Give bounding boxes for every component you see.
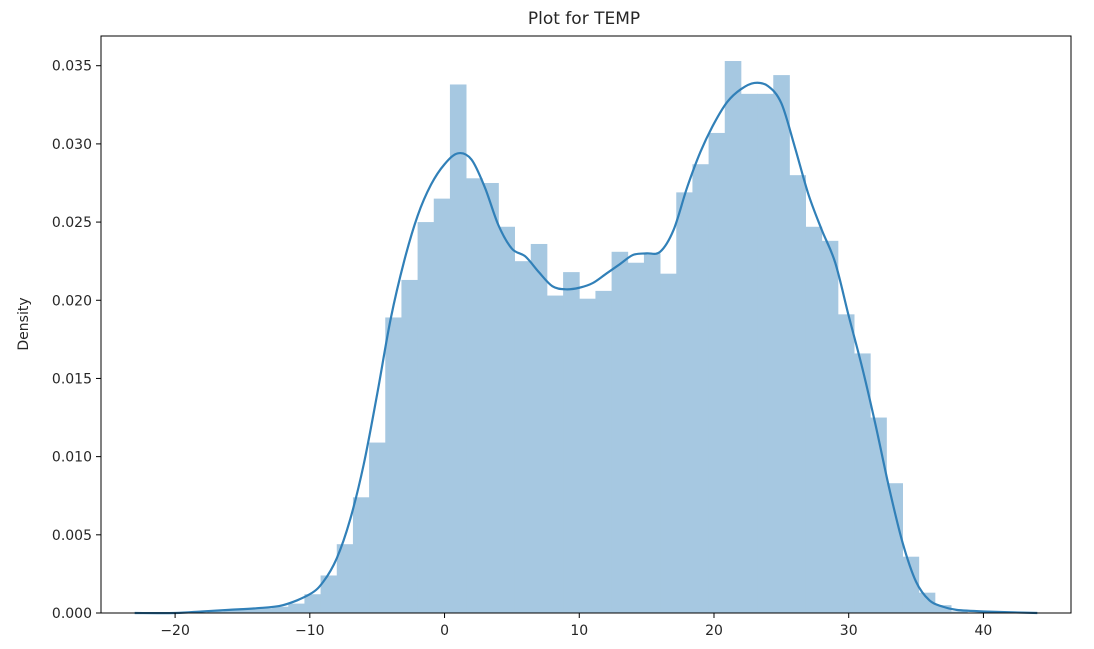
- kde-line: [134, 81, 1038, 615]
- histogram-bar: [789, 175, 806, 613]
- histogram-bar: [304, 594, 321, 613]
- x-tick-label: −20: [160, 623, 190, 639]
- histogram-bar: [207, 611, 224, 613]
- histogram-bar: [854, 353, 871, 613]
- histogram-bar: [918, 592, 936, 613]
- histogram-bar: [239, 608, 257, 613]
- histogram-bar: [660, 273, 677, 613]
- histogram-bar: [627, 262, 645, 613]
- histogram-bar: [886, 483, 903, 613]
- histogram-bar: [676, 192, 693, 613]
- histogram-bar: [255, 608, 273, 613]
- histogram-bar: [724, 61, 742, 613]
- histogram-bar: [320, 575, 338, 613]
- histogram-bar: [288, 603, 305, 613]
- histogram-bar: [514, 261, 532, 613]
- x-tick-label: 0: [440, 623, 449, 639]
- histogram-bar: [563, 272, 580, 613]
- y-axis-ticks: 0.000 0.005 0.010 0.015 0.020 0.025 0.030 0.035: [52, 59, 101, 622]
- chart-title: Plot for TEMP: [528, 9, 640, 29]
- histogram-bar: [643, 253, 661, 614]
- axes-frame: [100, 35, 1072, 614]
- x-tick-label: 30: [840, 623, 858, 639]
- y-tick-label: 0.010: [52, 450, 92, 466]
- y-tick-label: 0.035: [52, 59, 92, 75]
- histogram-bar: [708, 132, 726, 613]
- histogram-bar: [837, 314, 855, 613]
- x-tick-label: 40: [975, 623, 993, 639]
- x-tick-label: −10: [295, 623, 325, 639]
- x-tick-label: 10: [570, 623, 588, 639]
- histogram-bar: [498, 226, 515, 613]
- histogram-bar: [611, 251, 629, 613]
- histogram-bar: [417, 222, 435, 613]
- histogram-bar: [870, 417, 887, 613]
- histogram-bar: [385, 317, 402, 613]
- x-axis-ticks: −20 −10 0 10 20 30 40: [160, 613, 992, 639]
- histogram-bar: [449, 84, 467, 614]
- histogram-bar: [821, 240, 839, 613]
- histogram-bar: [579, 298, 596, 613]
- histogram-bar: [352, 497, 370, 613]
- histogram-bar: [757, 93, 774, 613]
- histogram-bar: [466, 178, 483, 613]
- histogram-bar: [223, 609, 241, 613]
- y-tick-label: 0.020: [52, 293, 92, 309]
- histogram-bar: [369, 442, 386, 613]
- histogram-bar: [805, 226, 823, 613]
- histogram-bar: [482, 182, 499, 613]
- histogram-bar: [902, 556, 920, 613]
- y-tick-label: 0.005: [52, 528, 92, 544]
- histogram-bar: [433, 198, 451, 614]
- histogram-bar: [692, 164, 709, 613]
- y-tick-label: 0.025: [52, 215, 92, 231]
- x-tick-label: 20: [705, 623, 723, 639]
- y-tick-label: 0.000: [52, 606, 92, 622]
- histogram-bar: [546, 295, 564, 613]
- y-tick-label: 0.015: [52, 371, 92, 387]
- y-tick-label: 0.030: [52, 137, 92, 153]
- histogram-bar: [530, 243, 548, 613]
- histogram-bar: [951, 611, 968, 613]
- histogram-bar: [740, 93, 758, 613]
- histogram-bar: [934, 605, 952, 613]
- histogram-bars: [207, 61, 968, 614]
- histogram-bar: [336, 544, 354, 613]
- histogram-bar: [773, 75, 790, 613]
- histogram-bar: [595, 290, 612, 613]
- histogram-bar: [401, 279, 418, 613]
- y-axis-label: Density: [16, 297, 32, 350]
- histogram-bar: [272, 606, 289, 613]
